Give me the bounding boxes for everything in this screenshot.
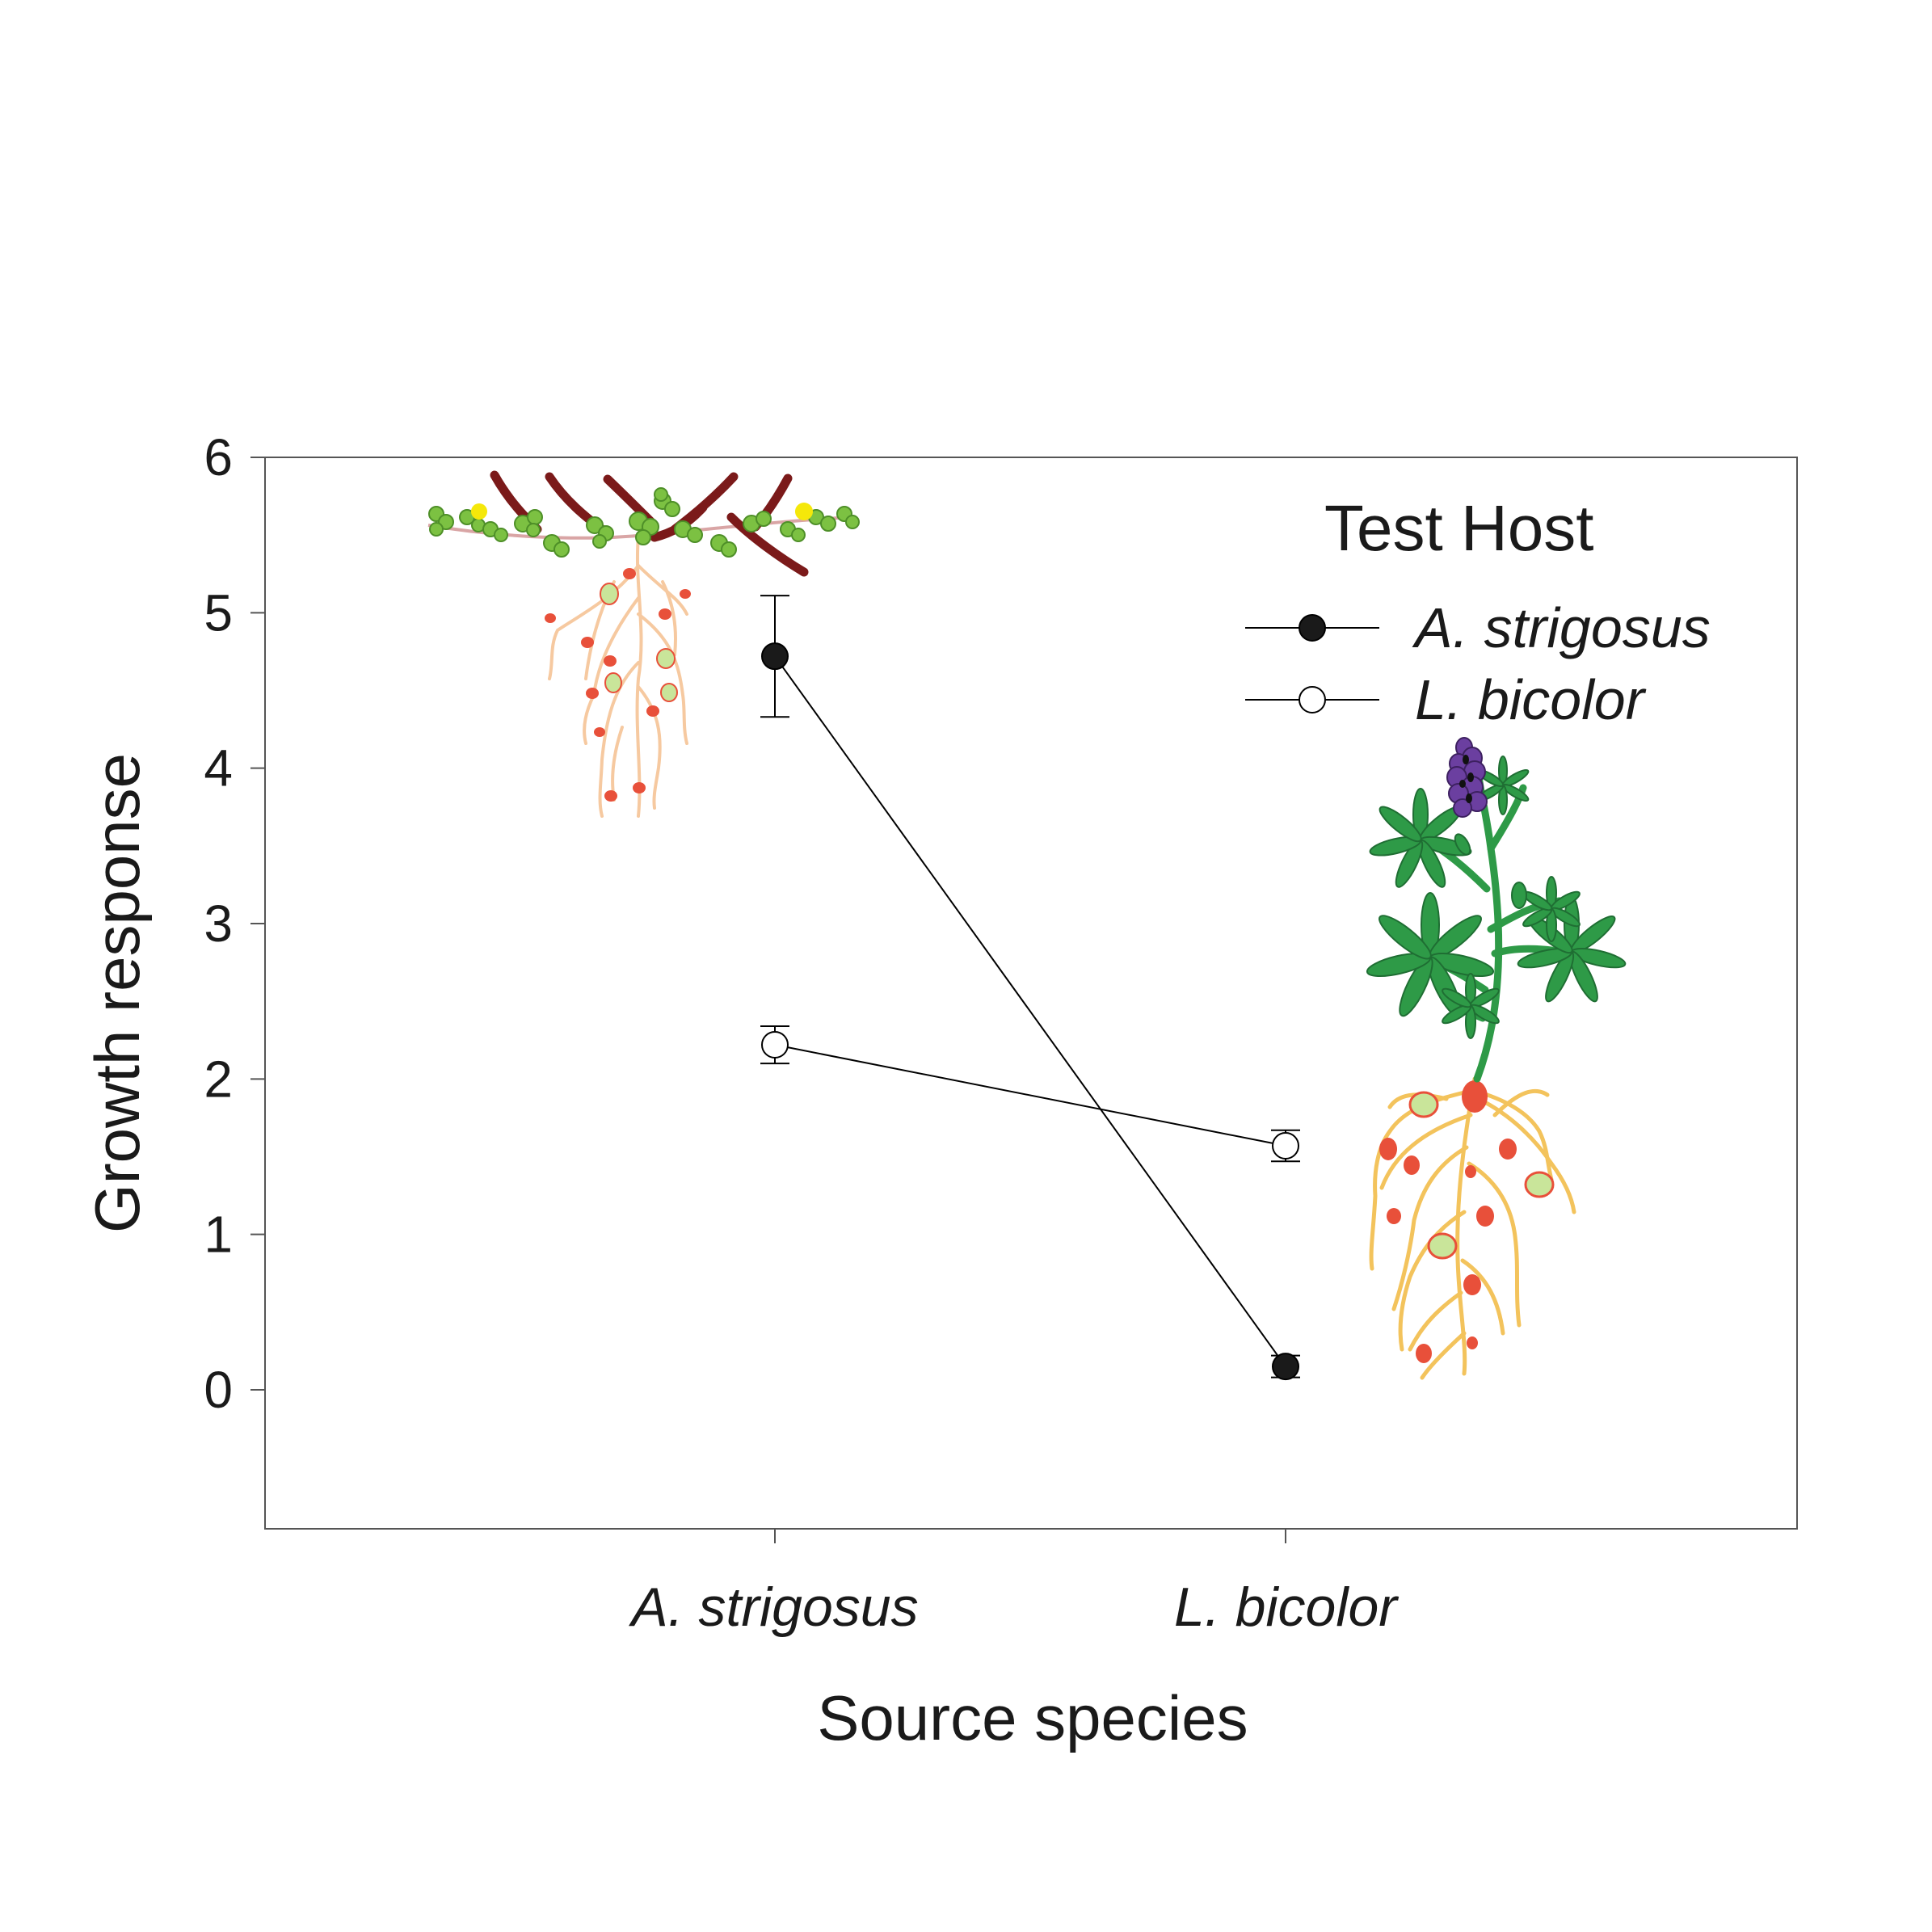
y-tick-label-1: 1: [204, 1206, 233, 1264]
x-tick-label-0: A. strigosus: [628, 1576, 918, 1638]
x-axis: A. strigosus L. bicolor: [628, 1529, 1399, 1638]
series-layer: [760, 595, 1300, 1381]
point-0-0: [761, 642, 789, 671]
y-tick-label-5: 5: [204, 583, 233, 642]
legend-label-a-strigosus: A. strigosus: [1412, 596, 1711, 659]
y-tick-label-0: 0: [204, 1361, 233, 1419]
y-tick-label-2: 2: [204, 1050, 233, 1108]
a-strigosus-plant-illustration: [427, 470, 860, 818]
plot-frame: [264, 457, 1798, 1530]
series-line-0: [774, 655, 1286, 1367]
legend-marker-l-bicolor: [1299, 686, 1326, 713]
y-tick-label-6: 6: [204, 428, 233, 486]
legend-marker-a-strigosus: [1299, 614, 1326, 642]
legend-title: Test Host: [1324, 492, 1593, 564]
point-1-1: [1272, 1132, 1299, 1160]
point-1-0: [761, 1031, 789, 1059]
x-axis-title: Source species: [817, 1682, 1248, 1753]
l-bicolor-plant-illustration: [1366, 737, 1627, 1380]
legend: Test Host A. strigosus L. bicolor: [1245, 492, 1711, 731]
x-tick-label-1: L. bicolor: [1174, 1576, 1399, 1638]
y-axis-title: Growth response: [82, 753, 153, 1233]
point-0-1: [1272, 1353, 1299, 1381]
y-tick-label-3: 3: [204, 894, 233, 953]
y-tick-label-4: 4: [204, 739, 233, 798]
series-line-1: [774, 1044, 1286, 1147]
y-axis: 0 1 2 3 4 5 6: [204, 428, 265, 1419]
legend-label-l-bicolor: L. bicolor: [1415, 668, 1647, 731]
